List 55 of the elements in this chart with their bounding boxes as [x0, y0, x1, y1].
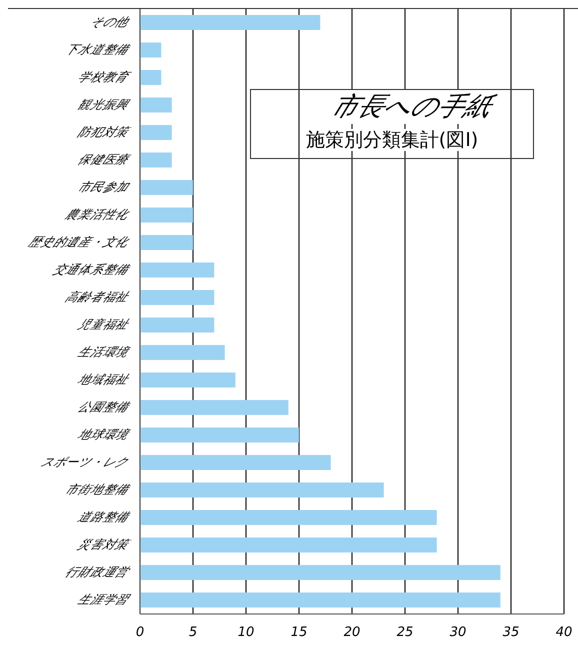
y-tick-label: 地球環境 [76, 427, 133, 442]
bar [140, 290, 214, 306]
y-tick-label: 農業活性化 [63, 207, 133, 222]
y-tick-label: 交通体系整備 [51, 262, 133, 276]
y-tick-label: 高齢者福祉 [63, 290, 133, 304]
y-tick-label: 市民参加 [76, 180, 133, 194]
y-tick-label: その他 [88, 14, 133, 29]
y-tick-label: 下水道整備 [63, 42, 133, 56]
bar [140, 455, 331, 470]
bar [140, 262, 214, 278]
bar [140, 318, 214, 333]
y-tick-label: 公園整備 [76, 400, 133, 414]
bar [140, 565, 500, 580]
y-tick-label: 市街地整備 [63, 482, 133, 496]
bar [140, 15, 320, 30]
x-tick-label: 25 [396, 625, 414, 640]
y-tick-label: 児童福祉 [76, 317, 133, 332]
bar [140, 208, 193, 223]
x-tick-label: 5 [188, 625, 198, 640]
text: 市長への手紙 [326, 90, 498, 124]
y-tick-label: 歴史的遺産・文化 [26, 234, 133, 249]
y-tick-label: 学校教育 [76, 70, 134, 84]
y-tick-label: 行財政運営 [63, 564, 133, 579]
bar [140, 70, 162, 86]
x-tick-label: 0 [136, 625, 144, 640]
bar [140, 98, 172, 113]
x-tick-label: 10 [238, 625, 254, 640]
y-tick-label: 地域福祉 [76, 372, 133, 386]
y-tick-label: 災害対策 [76, 537, 134, 552]
x-tick-label: 20 [344, 625, 360, 640]
bar [140, 152, 172, 168]
bar [140, 592, 500, 608]
bar [140, 42, 162, 58]
x-tick-label: 30 [450, 625, 466, 640]
bar [140, 428, 299, 443]
bar [140, 345, 225, 360]
bar [140, 510, 437, 526]
x-tick-label: 40 [556, 625, 572, 640]
bar [140, 180, 193, 196]
y-tick-label: 観光振興 [76, 97, 133, 112]
bar [140, 372, 236, 388]
y-tick-label: 生活環境 [76, 344, 133, 359]
x-tick-label: 35 [502, 625, 520, 640]
bar [140, 482, 384, 498]
y-tick-label: スポーツ・レク [38, 454, 132, 469]
y-tick-label: 道路整備 [76, 510, 133, 524]
y-tick-label: 防犯対策 [76, 124, 134, 139]
bar [140, 400, 288, 416]
bar [140, 235, 193, 250]
text: 施策別分類集計(図Ⅰ) [306, 129, 478, 151]
bar [140, 538, 437, 553]
y-tick-label: 生涯学習 [76, 592, 133, 606]
y-tick-label: 保健医療 [76, 152, 134, 166]
bar [140, 125, 172, 140]
x-tick-label: 15 [290, 625, 308, 640]
